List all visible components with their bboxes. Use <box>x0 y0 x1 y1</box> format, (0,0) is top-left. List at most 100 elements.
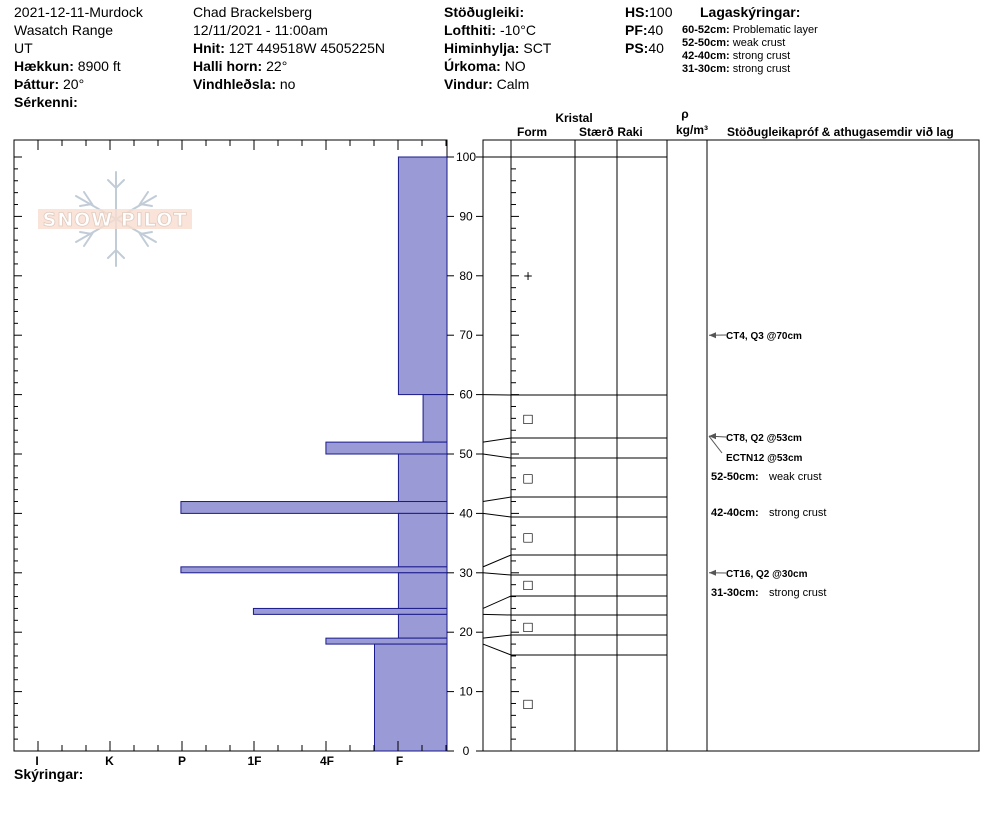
y-tick-label: 10 <box>459 685 473 699</box>
grain-symbol: □ <box>522 471 533 485</box>
test-arrow-line <box>708 435 723 454</box>
coordinates-row: Hnit: 12T 449518W 4505225N <box>193 40 385 56</box>
comments-header: Stöðugleikapróf & athugasemdir við lag <box>727 125 954 139</box>
grain-symbol: □ <box>522 530 533 544</box>
y-tick-label: 100 <box>456 150 476 164</box>
stability-test-label: CT16, Q2 @30cm <box>726 569 808 580</box>
layer-boundary-line <box>482 453 667 459</box>
ps-row: PS:40 <box>625 40 664 56</box>
y-tick-label: 50 <box>459 447 473 461</box>
layer-legend-item: 60-52cm: Problematic layer <box>682 24 818 36</box>
notes-label: Skýringar: <box>14 766 84 782</box>
layer-comment-text: strong crust <box>769 587 826 599</box>
hardness-bar <box>180 501 448 514</box>
hardness-label: I <box>35 754 38 768</box>
hardness-bars <box>180 156 448 752</box>
header-col2: Chad Brackelsberg 12/11/2021 - 11:00am H… <box>193 3 385 93</box>
range-name: Wasatch Range <box>14 22 114 38</box>
slope-row: Halli horn: 22° <box>193 58 288 74</box>
grain-symbol: □ <box>522 696 533 710</box>
layer-comment-text: weak crust <box>768 471 822 483</box>
layer-boundary-line <box>482 643 667 656</box>
hardness-bar <box>422 394 448 443</box>
layer-boundary-line <box>482 512 667 518</box>
state-name: UT <box>14 40 33 56</box>
grain-symbol: + <box>523 269 533 283</box>
test-arrow-head <box>709 433 716 440</box>
layer-legend-title: Lagaskýringar: <box>700 4 801 20</box>
stability-test-label: CT8, Q2 @53cm <box>726 433 802 444</box>
header-col4: HS:100 PF:40 PS:40 <box>625 3 672 57</box>
header-col1: 2021-12-11-Murdock Wasatch Range UT Hækk… <box>14 3 143 111</box>
test-arrow-head <box>709 569 716 576</box>
hardness-bottom-ticks <box>13 741 447 751</box>
stability-test-label: ECTN12 @53cm <box>726 453 803 464</box>
hardness-bar <box>397 512 448 568</box>
observer-name: Chad Brackelsberg <box>193 4 313 20</box>
layer-boundary-line <box>482 572 667 576</box>
hardness-bar <box>397 613 448 639</box>
layer-boundary-lines <box>482 156 667 656</box>
hardness-label: F <box>396 754 403 768</box>
sky-row: Himinhylja: SCT <box>444 40 552 56</box>
air-temp-row: Lofthiti: -10°C <box>444 22 536 38</box>
grain-symbol: □ <box>522 578 533 592</box>
hs-row: HS:100 <box>625 4 673 20</box>
stability-test-label: CT4, Q3 @70cm <box>726 331 802 342</box>
test-arrow-head <box>709 332 716 339</box>
hardness-bar <box>397 453 448 503</box>
size-header: Stærð <box>579 125 614 139</box>
hardness-label: P <box>178 754 186 768</box>
y-tick-label: 0 <box>463 744 470 758</box>
wind-row: Vindur: Calm <box>444 76 530 92</box>
hardness-bar <box>374 643 448 752</box>
y-tick-label: 30 <box>459 566 473 580</box>
hardness-top-ticks <box>13 140 447 150</box>
stability-row: Stöðugleiki: <box>444 4 525 20</box>
snow-pilot-logo: SNOW PILOT <box>38 171 192 267</box>
y-tick-label: 90 <box>459 209 473 223</box>
layer-boundary-line <box>482 595 667 609</box>
hardness-bar <box>180 566 448 574</box>
layer-comment-range: 42-40cm: <box>711 507 759 519</box>
wind-load-row: Vindhleðsla: no <box>193 76 296 92</box>
profile-name: 2021-12-11-Murdock <box>14 4 143 20</box>
layer-comment-range: 52-50cm: <box>711 471 759 483</box>
layer-boundary-line <box>482 496 667 503</box>
layer-legend-item: 31-30cm: strong crust <box>682 63 791 75</box>
precip-row: Úrkoma: NO <box>444 58 526 74</box>
height-axis: 0 10 20 30 40 50 60 70 80 90 100 <box>14 150 519 758</box>
hardness-bar <box>252 607 448 615</box>
y-tick-label: 60 <box>459 388 473 402</box>
density-unit-header: kg/m³ <box>676 123 708 137</box>
grain-form-symbols: + □ □ □ □ □ □ <box>522 269 533 711</box>
hardness-bar <box>397 572 448 609</box>
y-tick-label: 20 <box>459 625 473 639</box>
y-tick-label: 40 <box>459 506 473 520</box>
snow-pilot-logo-text: SNOW PILOT <box>43 209 188 231</box>
hardness-label: 1F <box>247 754 261 768</box>
grain-symbol: □ <box>522 619 533 633</box>
moisture-header: Raki <box>617 125 642 139</box>
aspect-row: Þáttur: 20° <box>14 76 85 92</box>
hardness-label: K <box>105 754 114 768</box>
elevation-row: Hækkun: 8900 ft <box>14 58 121 74</box>
layer-legend-item: 42-40cm: strong crust <box>682 50 791 62</box>
layer-boundary-line <box>482 634 667 639</box>
hardness-bar <box>325 441 448 455</box>
hardness-label: 4F <box>320 754 334 768</box>
kristal-header: Kristal <box>555 111 592 125</box>
features-row: Sérkenni: <box>14 94 78 110</box>
layer-comments: 52-50cm: weak crust 42-40cm: strong crust 31… <box>711 471 826 599</box>
form-header: Form <box>517 125 547 139</box>
layer-boundary-line <box>482 554 667 568</box>
layer-boundary-line <box>482 613 667 616</box>
layer-comment-text: strong crust <box>769 507 826 519</box>
observation-datetime: 12/11/2021 - 11:00am <box>193 22 328 38</box>
y-tick-label: 70 <box>459 328 473 342</box>
grain-symbol: □ <box>522 411 533 425</box>
header-col3: Stöðugleiki: Lofthiti: -10°C Himinhylja:… <box>444 3 551 93</box>
stability-tests: CT4, Q3 @70cm CT8, Q2 @53cm ECTN12 @53cm CT… <box>708 331 808 580</box>
layer-comment-range: 31-30cm: <box>711 587 759 599</box>
